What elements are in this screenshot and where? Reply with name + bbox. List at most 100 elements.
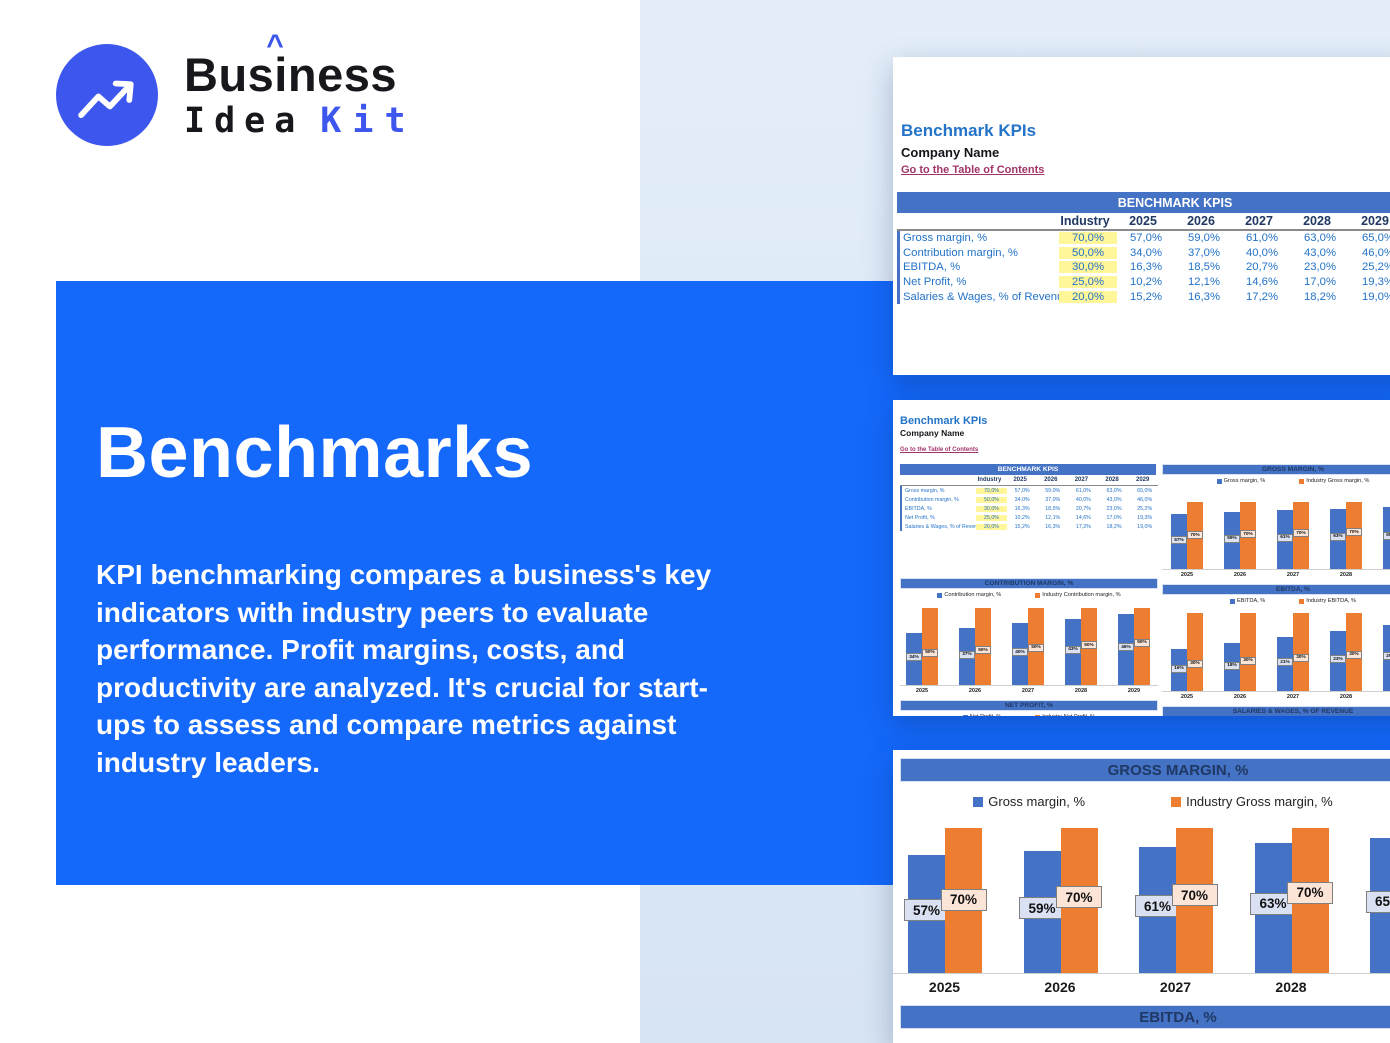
value-cell: 34,0% xyxy=(1129,246,1163,259)
value-cell: 23,0% xyxy=(1303,261,1337,274)
bar-value-label: 30% xyxy=(1187,659,1203,668)
bar-value-label: 63% xyxy=(1330,532,1346,541)
value-cell: 14,6% xyxy=(1075,514,1091,521)
legend-label: Industry Net Profit, % xyxy=(1042,714,1095,716)
company-name: Company Name xyxy=(900,428,965,438)
value-cell: 10,2% xyxy=(1014,514,1030,521)
legend-item: Net Profit, % xyxy=(962,714,1001,716)
chart-title-band: NET PROFIT, % xyxy=(900,700,1158,711)
trend-arrow-icon xyxy=(78,80,134,119)
value-cell: 12,1% xyxy=(1187,276,1221,289)
table-header-row: Industry 2025 2026 2027 2028 2029 xyxy=(897,213,1390,231)
bar-value-label: 57% xyxy=(903,899,950,922)
bar-value-label: 21% xyxy=(1277,658,1293,667)
table-of-contents-link[interactable]: Go to the Table of Contents xyxy=(900,447,979,453)
value-cell: 25,2% xyxy=(1137,505,1153,512)
contribution-margin-chart: CONTRIBUTION MARGIN, % Contribution margi… xyxy=(900,578,1158,696)
legend-item: Industry EBITDA, % xyxy=(1171,1041,1302,1043)
bar-value-label: 16% xyxy=(1171,664,1187,673)
row-label: Salaries & Wages, % of Revenue xyxy=(905,523,977,530)
bar-value-label: 25% xyxy=(1383,652,1390,661)
bar-orange xyxy=(1293,613,1309,691)
logo-wordmark: Busi ^ ness Idea Kit xyxy=(184,31,417,139)
value-cell: 19,0% xyxy=(1361,290,1390,303)
hero-description: KPI benchmarking compares a business's k… xyxy=(96,559,712,778)
value-cell: 16,3% xyxy=(1187,290,1221,303)
legend-swatch xyxy=(1035,714,1041,716)
legend-swatch xyxy=(1299,478,1305,484)
row-label: Net Profit, % xyxy=(905,514,935,521)
value-cell: 57,0% xyxy=(1129,232,1163,245)
legend-label: Industry EBITDA, % xyxy=(1186,1041,1302,1043)
category-label: 2026 xyxy=(1044,979,1076,995)
chart-title-band: EBITDA, % xyxy=(1162,584,1390,595)
bar-value-label: 59% xyxy=(1019,897,1065,920)
bar-value-label: 63% xyxy=(1250,892,1296,915)
bar-value-label: 70% xyxy=(1293,529,1309,538)
value-cell: 19,0% xyxy=(1137,523,1153,530)
bar-value-label: 43% xyxy=(1065,645,1081,654)
screenshot-gross-margin-chart: GROSS MARGIN, % Gross margin, % Industry G… xyxy=(893,750,1390,1043)
value-cell: 18,2% xyxy=(1303,290,1337,303)
bar-value-label: 50% xyxy=(1134,638,1150,647)
category-label: 2029 xyxy=(1127,688,1141,694)
legend-label: Gross margin, % xyxy=(1223,478,1266,484)
page-title: Benchmarks xyxy=(96,413,534,493)
legend-swatch xyxy=(937,592,943,598)
ebitda-chart-mini: EBITDA, % EBITDA, % Industry EBITDA, % 16% 3… xyxy=(1162,584,1390,702)
bar-value-label: 70% xyxy=(940,888,987,911)
legend-label: Industry Contribution margin, % xyxy=(1042,592,1121,598)
chart-legend: EBITDA, % Industry EBITDA, % xyxy=(1162,598,1390,604)
bar-value-label: 70% xyxy=(1171,884,1218,907)
chart-plot: 34% 50% 37% 50% 40% 50% 43% 50% 46% 50% xyxy=(900,605,1158,686)
value-cell: 20,7% xyxy=(1075,505,1091,512)
legend-item: Contribution margin, % xyxy=(937,592,1001,598)
chart-plot: 57%70%59%70%61%70%63%70%65%70% xyxy=(893,821,1390,974)
table-row: EBITDA, % 30,0% 16,3% 18,5% 20,7% 23,0% 25,2% xyxy=(900,260,1390,275)
bar-value-label: 70% xyxy=(1287,881,1333,904)
legend-item: Industry Gross margin, % xyxy=(1171,794,1333,809)
legend-label: Net Profit, % xyxy=(970,714,1001,716)
legend-item: Industry Gross margin, % xyxy=(1299,478,1369,484)
chart-plot: 57%70%59%70%61%70%63%70%65%70% xyxy=(1162,491,1390,570)
salaries-wages-chart-header: SALARIES & WAGES, % OF REVENUESalaries &… xyxy=(1162,706,1390,716)
bar-value-label: 37% xyxy=(959,650,975,659)
industry-value-cell: 70,0% xyxy=(1059,232,1117,245)
row-label: Contribution margin, % xyxy=(903,246,1018,259)
logo-circle xyxy=(56,44,158,146)
row-label: Gross margin, % xyxy=(905,487,945,494)
value-cell: 17,0% xyxy=(1106,514,1122,521)
sheet-title: Benchmark KPIs xyxy=(901,121,1037,140)
bar-value-label: 57% xyxy=(1171,536,1187,544)
value-cell: 59,0% xyxy=(1187,232,1221,245)
value-cell: 37,0% xyxy=(1187,246,1221,259)
logo-caret: ^ xyxy=(266,29,285,62)
legend-label: EBITDA, % xyxy=(1019,1041,1085,1043)
value-cell: 65,0% xyxy=(1137,487,1153,494)
chart-title-band: SALARIES & WAGES, % OF REVENUE xyxy=(1162,706,1390,716)
industry-value-cell: 70,0% xyxy=(976,487,1007,494)
gross-margin-chart-big: GROSS MARGIN, % Gross margin, % Industry G… xyxy=(893,758,1390,996)
table-row: Gross margin, % 70,0% 57,0% 59,0% 61,0% 63,0%… xyxy=(900,231,1390,246)
bar-value-label: 50% xyxy=(1028,643,1044,652)
benchmark-kpi-table-mini: BENCHMARK KPIS Industry 2025 2026 2027 2028 20… xyxy=(900,464,1158,531)
industry-value-cell: 50,0% xyxy=(1059,246,1117,259)
category-label: 2025 xyxy=(915,688,929,694)
table-of-contents-link[interactable]: Go to the Table of Contents xyxy=(901,164,1045,176)
industry-value-cell: 25,0% xyxy=(1059,276,1117,289)
legend-swatch xyxy=(1035,592,1041,598)
legend-swatch xyxy=(1216,478,1222,484)
table-band-title: BENCHMARK KPIS xyxy=(897,192,1390,213)
bar-value-label: 65% xyxy=(1383,531,1390,540)
screenshot-kpi-table: Benchmark KPIs Company Name Go to the Ta… xyxy=(893,57,1390,375)
value-cell: 43,0% xyxy=(1303,246,1337,259)
value-cell: 14,6% xyxy=(1245,276,1279,289)
legend-item: EBITDA, % xyxy=(1004,1041,1085,1043)
table-row: Net Profit, % 25,0% 10,2% 12,1% 14,6% 17,0% 19… xyxy=(902,513,1160,522)
brand-logo: Busi ^ ness Idea Kit xyxy=(56,31,417,146)
value-cell: 34,0% xyxy=(1014,496,1030,503)
chart-legend: Net Profit, % Industry Net Profit, % xyxy=(900,714,1158,716)
bar-value-label: 23% xyxy=(1330,655,1346,664)
